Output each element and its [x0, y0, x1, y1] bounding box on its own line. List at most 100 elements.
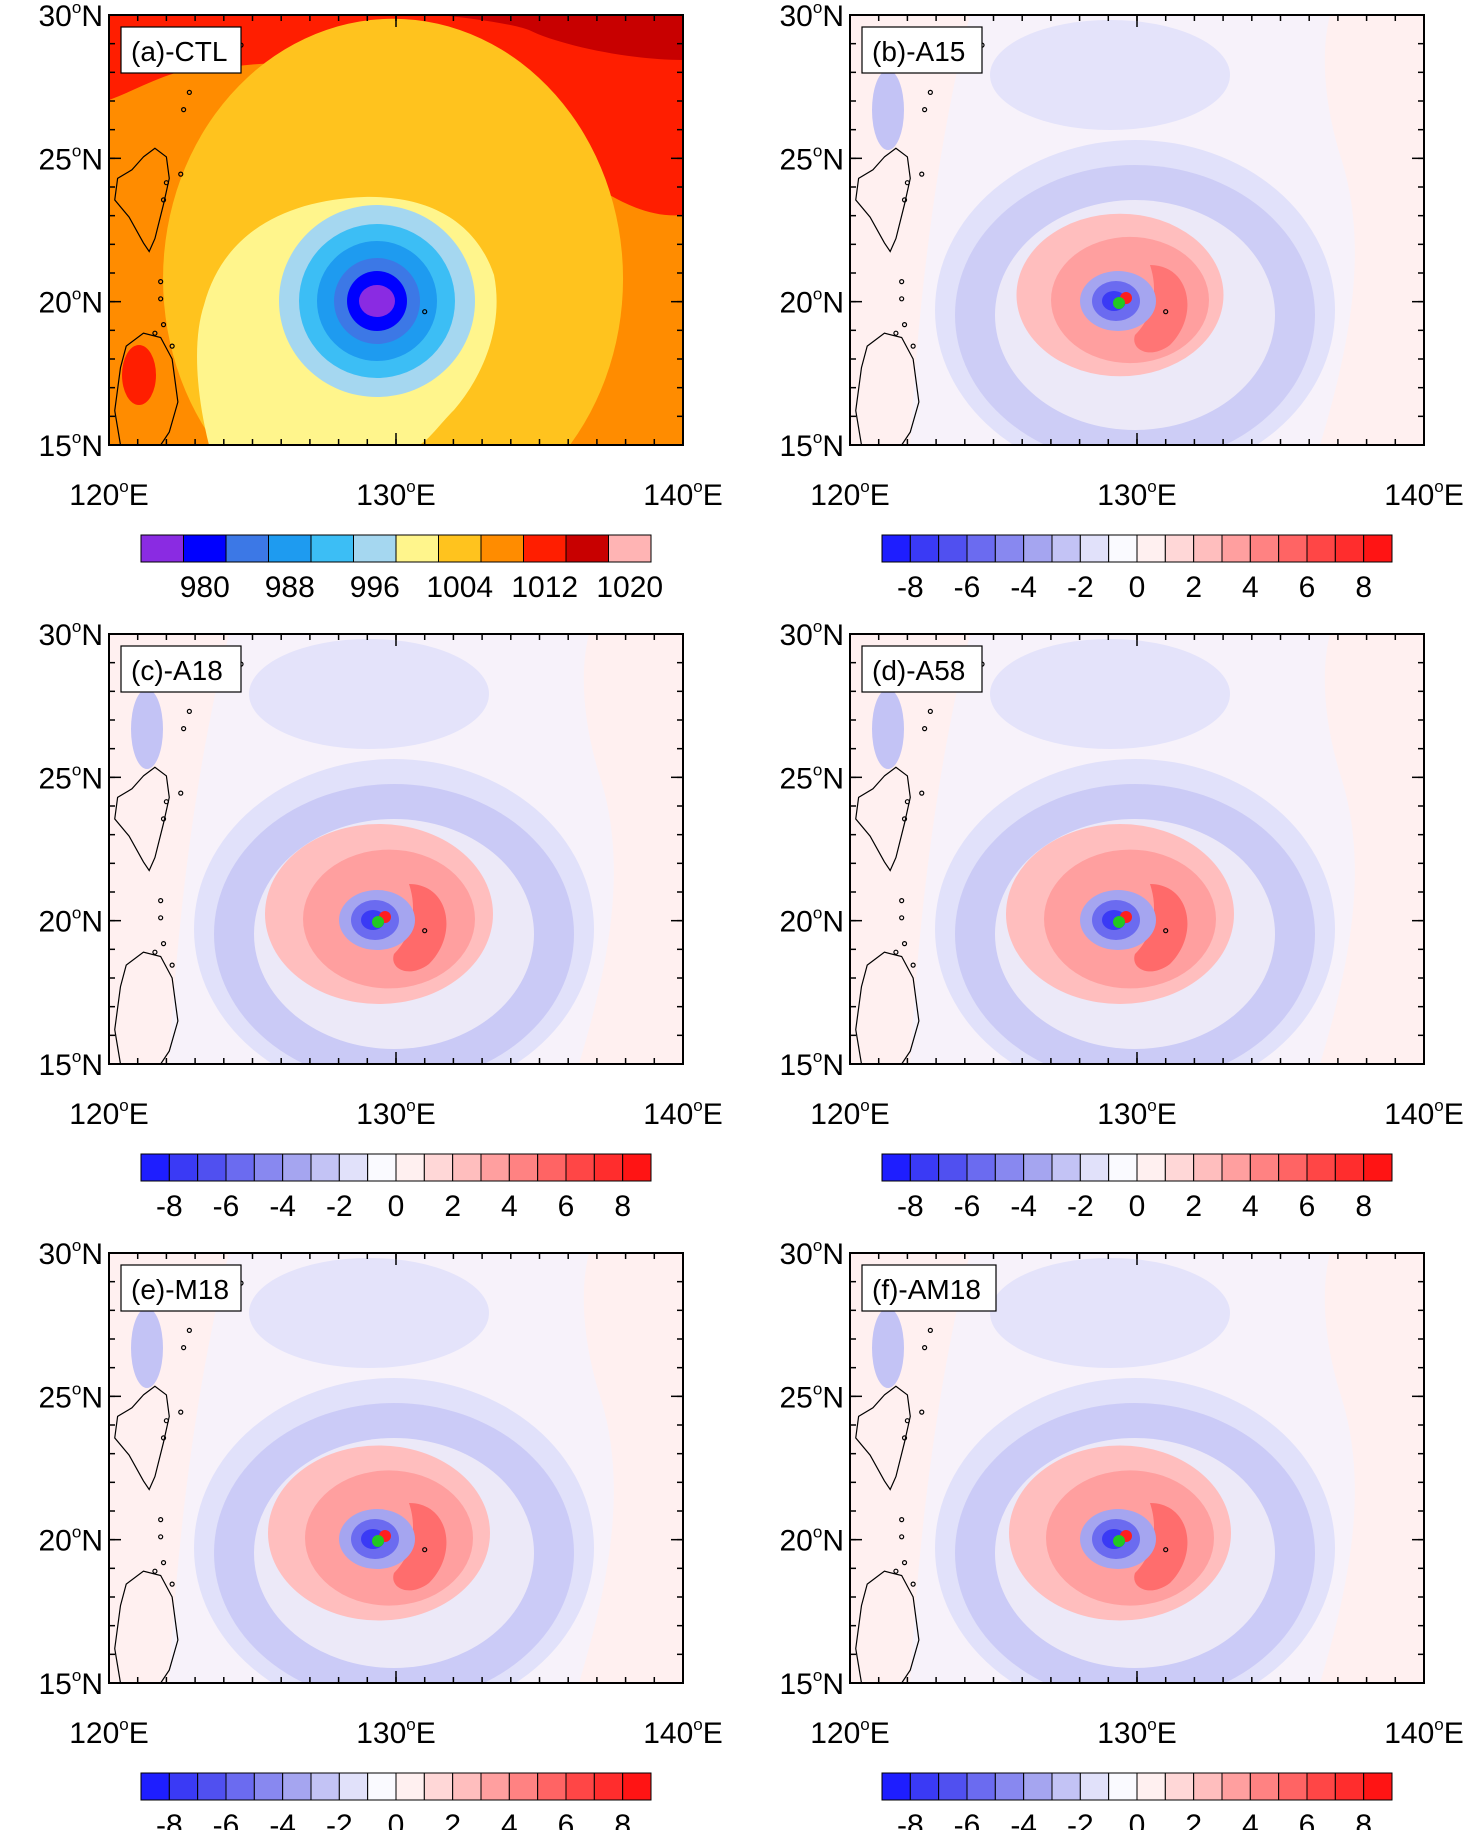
panel-label: (e)-M18	[120, 1264, 242, 1312]
colorbar-label: 6	[1299, 571, 1316, 604]
colorbar-swatch	[1363, 1772, 1393, 1801]
colorbar-swatch	[1278, 1772, 1308, 1801]
anomaly-north-blue	[990, 1258, 1230, 1368]
colorbar-label: 1012	[511, 571, 578, 604]
colorbar-swatch	[480, 1772, 510, 1801]
lat-tick-label: 25oN	[779, 760, 844, 795]
lat-tick-label: 20oN	[38, 1523, 103, 1558]
coast-island	[927, 89, 933, 96]
map-panel-a: 30oN 25oN 20oN 15oN 120oE 130oE 140oE (a)-CTL 98…	[38, 0, 722, 604]
colorbar-swatch	[197, 1772, 227, 1801]
coast-island	[158, 296, 164, 302]
coast-island	[178, 1409, 184, 1415]
colorbar-swatch	[338, 1772, 369, 1801]
lon-tick-label: 130oE	[356, 1096, 436, 1131]
colorbar-label: 6	[1299, 1190, 1316, 1223]
colorbar-swatch	[367, 1153, 397, 1182]
colorbar-label: -6	[954, 571, 981, 604]
coast-island	[178, 171, 184, 177]
colorbar-label: -4	[1010, 1809, 1037, 1830]
axis-ticks	[849, 1252, 1425, 1684]
coast-island	[893, 1568, 899, 1574]
lon-tick-label: 120oE	[810, 1096, 890, 1131]
coast-island	[899, 296, 905, 302]
anomaly-taiwan	[131, 689, 163, 769]
anomaly-red-core	[393, 884, 447, 972]
colorbar-swatch	[1306, 1153, 1336, 1182]
colorbar-swatch	[1249, 534, 1280, 563]
field-layer	[109, 15, 683, 445]
lat-tick-label: 15oN	[779, 1666, 844, 1701]
map-panel-d: 30oN 25oN 20oN 15oN 120oE 130oE 140oE (d)-A58 -8…	[779, 617, 1463, 1223]
colorbar-swatch	[508, 1772, 539, 1801]
colorbar-swatch	[452, 1153, 482, 1182]
colorbar-label: -6	[954, 1190, 981, 1223]
coast-island	[901, 816, 908, 822]
coast-island	[927, 1327, 933, 1334]
colorbar-swatch	[395, 1772, 425, 1801]
colorbar-swatch	[367, 1772, 397, 1801]
coast-island	[158, 1517, 164, 1523]
pressure-band-980	[359, 285, 395, 317]
colorbar-label: 4	[501, 1190, 518, 1223]
colorbar-swatch	[994, 534, 1025, 563]
anomaly-north-blue	[249, 1258, 489, 1368]
colorbar-swatch	[1164, 1153, 1195, 1182]
colorbar-swatch	[1023, 1772, 1053, 1801]
colorbar-swatch	[480, 534, 524, 563]
colorbar-swatch	[938, 1772, 968, 1801]
coast-island	[893, 330, 899, 336]
colorbar-swatch	[168, 1153, 199, 1182]
colorbar-swatch	[353, 534, 397, 563]
coast-island	[186, 708, 192, 715]
colorbar-label: -4	[1010, 1190, 1037, 1223]
coast-island	[899, 279, 905, 285]
coast-island	[186, 89, 192, 96]
coast-island	[901, 1435, 908, 1441]
coast-island	[152, 330, 158, 336]
colorbar-swatch	[1278, 534, 1308, 563]
field-layer	[109, 634, 683, 1064]
coast-island	[910, 962, 916, 968]
anomaly-north-blue	[990, 639, 1230, 749]
field-layer	[850, 634, 1424, 1064]
colorbar-swatch	[1023, 1153, 1053, 1182]
colorbar-label: 988	[265, 571, 315, 604]
coast-taiwan	[114, 1385, 170, 1491]
lon-tick-label: 120oE	[810, 477, 890, 512]
colorbar-label: -8	[897, 1809, 924, 1830]
anomaly-east-band	[579, 1253, 683, 1683]
colorbar-swatch	[395, 534, 439, 563]
colorbar-swatch	[537, 1772, 567, 1801]
lat-tick-label: 15oN	[779, 428, 844, 463]
colorbar-swatch	[183, 534, 227, 563]
colorbar-swatch	[1278, 1153, 1308, 1182]
colorbar-swatch	[310, 1153, 340, 1182]
colorbar-swatch	[282, 1772, 312, 1801]
colorbar-label: -4	[269, 1809, 296, 1830]
colorbar-label: 8	[1355, 1809, 1372, 1830]
colorbar-swatch	[1306, 534, 1336, 563]
colorbar-swatch	[1051, 534, 1081, 563]
colorbar-swatch	[253, 1772, 284, 1801]
colorbar-label: -2	[1067, 1190, 1094, 1223]
axis-ticks	[108, 1252, 684, 1684]
coast-island	[158, 279, 164, 285]
panel-label-box	[120, 26, 242, 74]
lon-tick-label: 130oE	[356, 477, 436, 512]
colorbar-label: 1020	[596, 571, 663, 604]
colorbar-swatch	[268, 534, 312, 563]
colorbar-swatch	[1334, 1772, 1365, 1801]
colorbar-label: 4	[501, 1809, 518, 1830]
storm-center-green-marker	[372, 916, 384, 928]
coast-island	[160, 1560, 167, 1566]
coast-luzon	[855, 951, 920, 1065]
panel-label: (a)-CTL	[120, 26, 242, 74]
colorbar-label: 2	[1185, 571, 1202, 604]
colorbar-swatch	[225, 1772, 255, 1801]
lat-tick-label: 30oN	[38, 0, 103, 33]
colorbar-swatch	[1079, 1772, 1110, 1801]
colorbar-swatch	[338, 1153, 369, 1182]
colorbar-swatch	[565, 1153, 595, 1182]
